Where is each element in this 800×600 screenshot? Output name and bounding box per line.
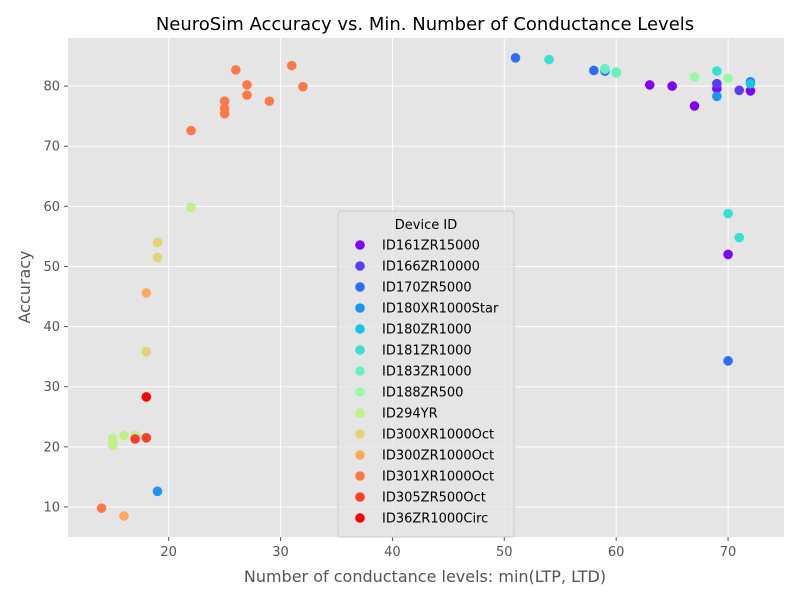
data-point <box>712 66 722 76</box>
legend-label: ID188ZR500 <box>382 386 463 401</box>
data-point <box>107 440 118 451</box>
legend-label: ID300XR1000Oct <box>382 428 494 443</box>
legend-label: ID170ZR5000 <box>382 281 472 296</box>
data-point <box>298 81 308 92</box>
y-tick-label: 40 <box>43 320 60 335</box>
data-point <box>119 511 129 521</box>
y-tick-label: 80 <box>43 80 60 95</box>
legend-marker <box>355 282 365 292</box>
data-point <box>712 78 722 89</box>
data-point <box>186 125 196 136</box>
x-tick-label: 70 <box>720 545 737 560</box>
data-point <box>119 430 129 441</box>
data-point <box>723 356 733 366</box>
y-tick-label: 50 <box>43 260 60 275</box>
legend-label: ID36ZR1000Circ <box>382 512 488 527</box>
legend-label: ID300ZR1000Oct <box>382 449 494 464</box>
legend-label: ID305ZR500Oct <box>382 491 486 506</box>
data-point <box>219 108 230 119</box>
data-point <box>611 68 621 78</box>
data-point <box>242 80 252 90</box>
data-point <box>589 65 599 76</box>
data-point <box>745 78 756 89</box>
data-point <box>141 433 152 443</box>
x-tick-label: 20 <box>160 545 177 560</box>
data-points <box>96 53 756 521</box>
data-point <box>96 503 107 513</box>
data-point <box>600 63 610 74</box>
data-point <box>510 53 521 63</box>
legend-label: ID301XR1000Oct <box>382 470 494 485</box>
data-point <box>734 232 745 243</box>
legend-label: ID180ZR1000 <box>382 323 472 338</box>
data-point <box>141 392 152 402</box>
data-point <box>152 237 163 248</box>
data-point <box>723 249 733 260</box>
data-point <box>286 60 297 71</box>
chart-title: NeuroSim Accuracy vs. Min. Number of Con… <box>156 14 694 35</box>
data-point <box>219 96 230 106</box>
legend-items: ID161ZR15000 ID166ZR10000 ID170ZR5000 ID180… <box>355 239 499 527</box>
legend-marker <box>355 513 365 523</box>
data-point <box>745 86 756 96</box>
legend-marker <box>355 366 365 376</box>
x-tick-label: 50 <box>496 545 513 560</box>
y-axis-label: Accuracy <box>15 250 34 323</box>
y-tick-label: 20 <box>43 440 60 455</box>
data-point <box>667 81 677 91</box>
legend-marker <box>355 408 365 418</box>
y-tick-label: 10 <box>43 500 60 515</box>
data-point <box>186 202 196 213</box>
legend-marker <box>355 261 365 271</box>
x-axis-label: Number of conductance levels: min(LTP, L… <box>244 567 606 586</box>
legend-label: ID161ZR15000 <box>382 239 480 254</box>
legend-label: ID294YR <box>382 407 438 422</box>
legend-title: Device ID <box>395 218 457 233</box>
x-axis-ticks: 20 30 40 50 60 70 <box>160 537 736 560</box>
x-tick-label: 60 <box>608 545 625 560</box>
legend: Device ID ID161ZR15000 ID166ZR10000 ID170Z… <box>337 210 515 538</box>
data-point <box>723 73 733 84</box>
data-point <box>152 252 163 263</box>
x-tick-label: 30 <box>272 545 289 560</box>
legend-marker <box>355 492 365 502</box>
legend-marker <box>355 345 365 355</box>
legend-box <box>337 210 515 538</box>
data-point <box>242 90 252 100</box>
legend-marker <box>355 303 365 313</box>
y-tick-label: 70 <box>43 140 60 155</box>
data-point <box>130 434 140 444</box>
data-point <box>152 486 163 497</box>
data-point <box>264 96 275 106</box>
data-point <box>689 72 700 82</box>
legend-label: ID183ZR1000 <box>382 365 472 380</box>
data-point <box>141 347 152 357</box>
data-point <box>723 208 733 219</box>
legend-label: ID180XR1000Star <box>382 302 499 317</box>
x-tick-label: 40 <box>384 545 401 560</box>
y-tick-label: 60 <box>43 200 60 215</box>
data-point <box>689 101 700 111</box>
data-point <box>644 80 655 90</box>
data-point <box>231 65 241 75</box>
y-tick-label: 30 <box>43 380 60 395</box>
legend-label: ID166ZR10000 <box>382 260 480 275</box>
legend-marker <box>355 324 365 334</box>
y-axis-ticks: 10 20 30 40 50 60 70 80 <box>43 80 68 515</box>
legend-marker <box>355 450 365 460</box>
data-point <box>734 85 745 96</box>
data-point <box>712 91 722 102</box>
legend-marker <box>355 429 365 439</box>
data-point <box>141 288 152 298</box>
legend-marker <box>355 471 365 481</box>
legend-marker <box>355 240 365 250</box>
data-point <box>544 54 554 65</box>
legend-marker <box>355 387 365 397</box>
legend-label: ID181ZR1000 <box>382 344 472 359</box>
